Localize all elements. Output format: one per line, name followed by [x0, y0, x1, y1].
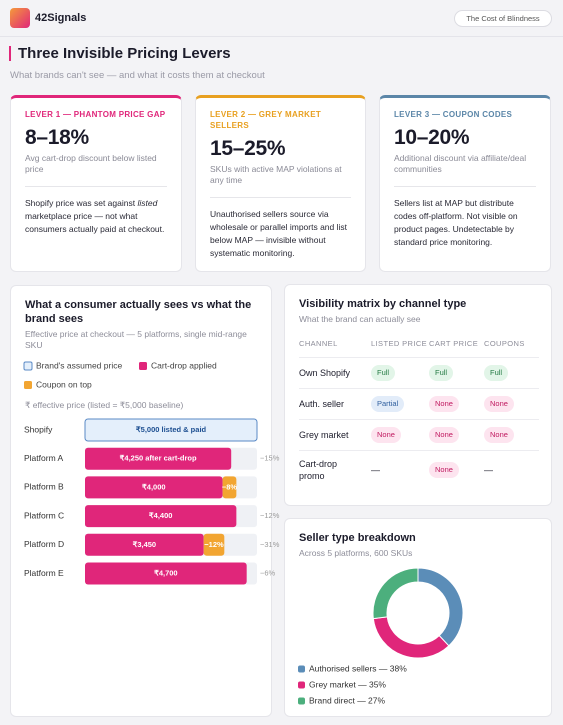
- status-badge: Partial: [371, 396, 405, 412]
- status-badge: None: [429, 462, 459, 478]
- lever-divider: [394, 186, 536, 187]
- card-title: Seller type breakdown: [299, 532, 416, 544]
- matrix-table: CHANNEL LISTED PRICE CART PRICE COUPONS Own …: [299, 339, 539, 489]
- matrix-cell: None: [484, 419, 539, 451]
- description-text: Unauthorised sellers source via wholesal…: [210, 209, 348, 258]
- matrix-cell: —: [484, 450, 539, 489]
- lever-value: 10–20%: [394, 126, 470, 149]
- card-title: What a consumer actually sees vs what th…: [25, 299, 252, 325]
- description-text: listed: [137, 198, 158, 208]
- badge[interactable]: The Cost of Blindness: [454, 10, 552, 27]
- channel-name: Own Shopify: [299, 368, 351, 378]
- status-text: —: [484, 465, 493, 475]
- column-header: CHANNEL: [299, 339, 338, 348]
- channel-name: Cart-drop promo: [299, 459, 338, 481]
- matrix-row: Auth. seller Partial None None: [299, 388, 539, 420]
- description-text: Shopify price was set against: [25, 198, 138, 208]
- donut-card: Seller type breakdown Across 5 platforms…: [284, 518, 552, 717]
- matrix-cell: Cart-drop promo: [299, 450, 371, 489]
- status-badge: None: [484, 396, 514, 412]
- section-title: Three Invisible Pricing Levers: [18, 45, 231, 62]
- lever-card: LEVER 2 — GREY MARKET SELLERS 15–25% SKUs …: [195, 95, 366, 272]
- matrix-row: Cart-drop promo — None —: [299, 450, 539, 489]
- matrix-card: Visibility matrix by channel type What t…: [284, 284, 552, 506]
- lever-value: 15–25%: [210, 137, 286, 160]
- card-subtitle: Across 5 platforms, 600 SKUs: [299, 548, 413, 558]
- matrix-cell: Full: [429, 357, 484, 389]
- lever-value: 8–18%: [25, 126, 89, 149]
- status-badge: Full: [484, 365, 509, 381]
- lever-divider: [25, 186, 167, 187]
- logo: [10, 8, 30, 28]
- section-subtitle: What brands can't see — and what it cost…: [10, 70, 265, 81]
- section-accent: [9, 46, 11, 61]
- matrix-cell: None: [484, 388, 539, 420]
- card-subtitle: What the brand can actually see: [299, 314, 421, 324]
- matrix-row: Own Shopify Full Full Full: [299, 357, 539, 389]
- axis-label: ₹ effective price (listed = ₹5,000 basel…: [25, 400, 184, 410]
- lever-description: Sellers list at MAP but distribute codes…: [394, 197, 536, 249]
- matrix-cell: None: [371, 419, 429, 451]
- channel-name: Auth. seller: [299, 399, 345, 409]
- status-text: —: [371, 465, 380, 475]
- status-badge: Full: [371, 365, 396, 381]
- brand: 42Signals: [35, 12, 87, 24]
- channel-name: Grey market: [299, 430, 349, 440]
- column-header: LISTED PRICE: [371, 339, 428, 348]
- matrix-cell: —: [371, 450, 429, 489]
- status-badge: None: [429, 427, 459, 443]
- lever-label: LEVER 1 — PHANTOM PRICE GAP: [25, 110, 166, 119]
- lever-card: LEVER 1 — PHANTOM PRICE GAP 8–18% Avg cart…: [10, 95, 182, 272]
- lever-description: Shopify price was set against listed mar…: [25, 197, 167, 236]
- lever-caption: SKUs with active MAP violations at any t…: [210, 164, 342, 185]
- matrix-cell: None: [429, 450, 484, 489]
- card-subtitle: Effective price at checkout — 5 platform…: [25, 329, 247, 350]
- header-row: CHANNEL LISTED PRICE CART PRICE COUPONS: [299, 339, 539, 358]
- matrix-cell: None: [429, 419, 484, 451]
- lever-label: LEVER 2 — GREY MARKET SELLERS: [210, 110, 322, 130]
- matrix-cell: None: [429, 388, 484, 420]
- lever-divider: [210, 197, 351, 198]
- status-badge: Full: [429, 365, 454, 381]
- matrix-cell: Grey market: [299, 419, 371, 451]
- matrix-cell: Full: [371, 357, 429, 389]
- lever-label: LEVER 3 — COUPON CODES: [394, 110, 513, 119]
- status-badge: None: [484, 427, 514, 443]
- matrix-cell: Partial: [371, 388, 429, 420]
- description-text: marketplace price — not what consumers a…: [25, 211, 165, 234]
- card-title: Visibility matrix by channel type: [299, 298, 467, 310]
- header-divider: [0, 36, 563, 37]
- matrix-cell: Auth. seller: [299, 388, 371, 420]
- lever-caption: Avg cart-drop discount below listed pric…: [25, 153, 157, 174]
- price-card: What a consumer actually sees vs what th…: [10, 285, 272, 717]
- status-badge: None: [371, 427, 401, 443]
- matrix-cell: Full: [484, 357, 539, 389]
- status-badge: None: [429, 396, 459, 412]
- description-text: Sellers list at MAP but distribute codes…: [394, 198, 518, 247]
- column-header: CART PRICE: [429, 339, 479, 348]
- matrix-row: Grey market None None None: [299, 419, 539, 451]
- column-header: COUPONS: [484, 339, 525, 348]
- lever-description: Unauthorised sellers source via wholesal…: [210, 208, 351, 260]
- lever-caption: Additional discount via affiliate/deal c…: [394, 153, 527, 174]
- lever-card: LEVER 3 — COUPON CODES 10–20% Additional d…: [379, 95, 551, 272]
- matrix-cell: Own Shopify: [299, 357, 371, 389]
